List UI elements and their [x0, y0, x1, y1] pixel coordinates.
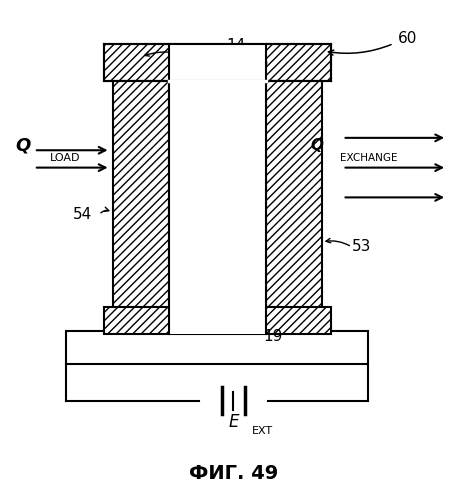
Text: E: E: [228, 413, 239, 431]
Bar: [266, 81, 322, 314]
Text: 54: 54: [73, 207, 92, 222]
Bar: [104, 43, 331, 81]
Bar: [104, 306, 331, 334]
Text: 19: 19: [263, 329, 283, 344]
Bar: [169, 306, 266, 334]
Text: EXT: EXT: [252, 426, 273, 436]
Bar: [169, 43, 266, 314]
Text: 60: 60: [398, 31, 417, 46]
Text: Q: Q: [15, 136, 30, 154]
Bar: [66, 331, 368, 364]
Text: 54: 54: [182, 46, 201, 61]
Bar: [169, 43, 266, 81]
Text: 16: 16: [249, 55, 269, 70]
Text: LOAD: LOAD: [50, 153, 81, 163]
Text: Q: Q: [310, 138, 323, 153]
Text: EXCHANGE: EXCHANGE: [340, 153, 398, 163]
Text: ФИГ. 49: ФИГ. 49: [189, 464, 278, 483]
Text: 53: 53: [352, 240, 371, 254]
Bar: [113, 81, 169, 314]
Text: 14: 14: [226, 38, 246, 53]
